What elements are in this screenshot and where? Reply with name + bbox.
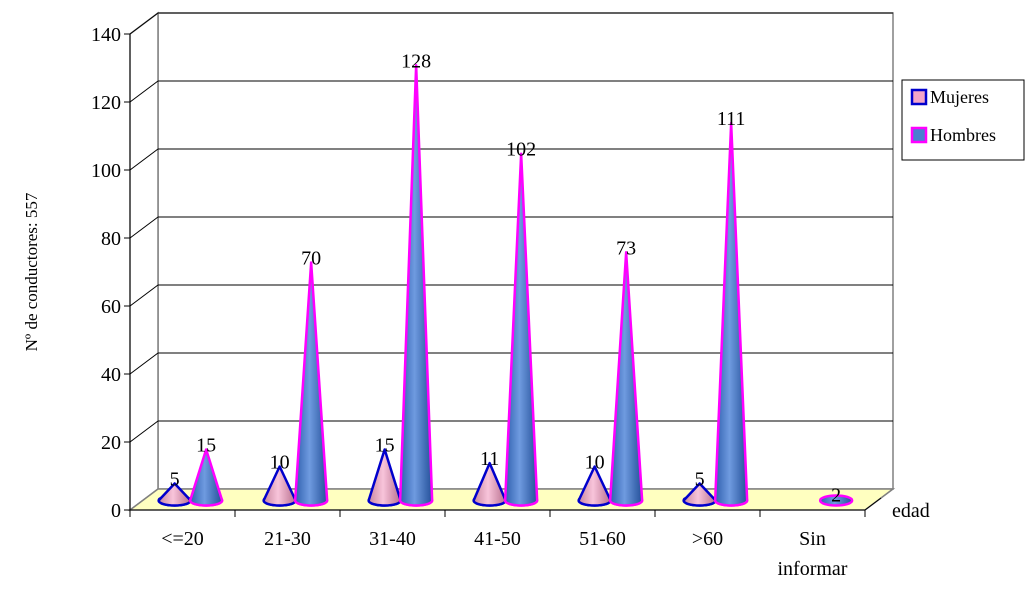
data-label-mujeres: 11: [480, 448, 499, 470]
chart-marks: [157, 64, 854, 507]
cone-hombres: [818, 494, 854, 507]
data-label-hombres: 70: [301, 248, 321, 270]
y-tick-label: 140: [91, 24, 121, 46]
x-tick-label: 21-30: [264, 528, 311, 550]
y-tick-label: 40: [101, 364, 121, 386]
x-tick-label: 51-60: [579, 528, 626, 550]
data-label-hombres: 111: [717, 108, 746, 130]
gridline-side: [129, 12, 159, 35]
cone-hombres: [608, 251, 644, 507]
data-label-hombres: 73: [616, 237, 636, 259]
y-tick-label: 80: [101, 228, 121, 250]
gridline-side: [129, 80, 159, 103]
gridline-side: [129, 148, 159, 171]
cone-hombres: [293, 261, 329, 507]
data-label-mujeres: 10: [585, 452, 605, 474]
x-tick-label: 41-50: [474, 528, 521, 550]
x-tick-label: informar: [778, 558, 848, 580]
x-tick-label: Sin: [799, 528, 826, 550]
cone-mujeres: [577, 465, 612, 507]
y-axis-title: Nº de conductores: 557: [22, 192, 41, 351]
cone-body: [713, 121, 749, 507]
x-axis-title: edad: [892, 500, 930, 522]
cone-hombres: [713, 121, 749, 507]
data-label-hombres: 128: [401, 50, 431, 72]
side-wall: [129, 11, 159, 512]
cone-hombres: [503, 152, 539, 507]
y-tick-label: 60: [101, 296, 121, 318]
legend-swatch-mujeres: [910, 88, 928, 106]
data-label-hombres: 102: [506, 139, 536, 161]
cone-body: [398, 64, 434, 507]
z-tick: [864, 497, 882, 511]
data-label-mujeres: 10: [270, 452, 290, 474]
legend-swatch-hombres: [910, 126, 928, 144]
gridline-side: [129, 420, 159, 443]
y-tick-label: 100: [91, 160, 121, 182]
data-label-hombres: 2: [831, 485, 841, 507]
cone-body: [503, 152, 539, 507]
x-tick-label: >60: [692, 528, 723, 550]
gridline-side: [129, 216, 159, 239]
data-label-hombres: 15: [196, 435, 216, 457]
cone-hombres: [398, 64, 434, 507]
legend-label: Hombres: [930, 125, 996, 145]
gridline-side: [129, 284, 159, 307]
data-label-mujeres: 15: [375, 435, 395, 457]
legend-label: Mujeres: [930, 87, 989, 107]
x-tick-label: 31-40: [369, 528, 416, 550]
y-tick-label: 120: [91, 92, 121, 114]
data-label-mujeres: 5: [695, 469, 705, 491]
gridline-side: [129, 352, 159, 375]
y-tick-label: 0: [111, 500, 121, 522]
cone-hombres: [188, 448, 224, 507]
data-label-mujeres: 5: [170, 469, 180, 491]
cone-base: [818, 494, 854, 507]
legend: Mujeres Hombres: [901, 79, 1025, 161]
chart-labels: 0 20 40 60 80 100 120 140 <=20 21-30 31-40 41-50 51-…: [22, 24, 930, 580]
x-tick-label: <=20: [161, 528, 204, 550]
y-tick-label: 20: [101, 432, 121, 454]
cone-body: [608, 251, 644, 507]
cone-body: [188, 448, 224, 507]
cone-body: [293, 261, 329, 507]
